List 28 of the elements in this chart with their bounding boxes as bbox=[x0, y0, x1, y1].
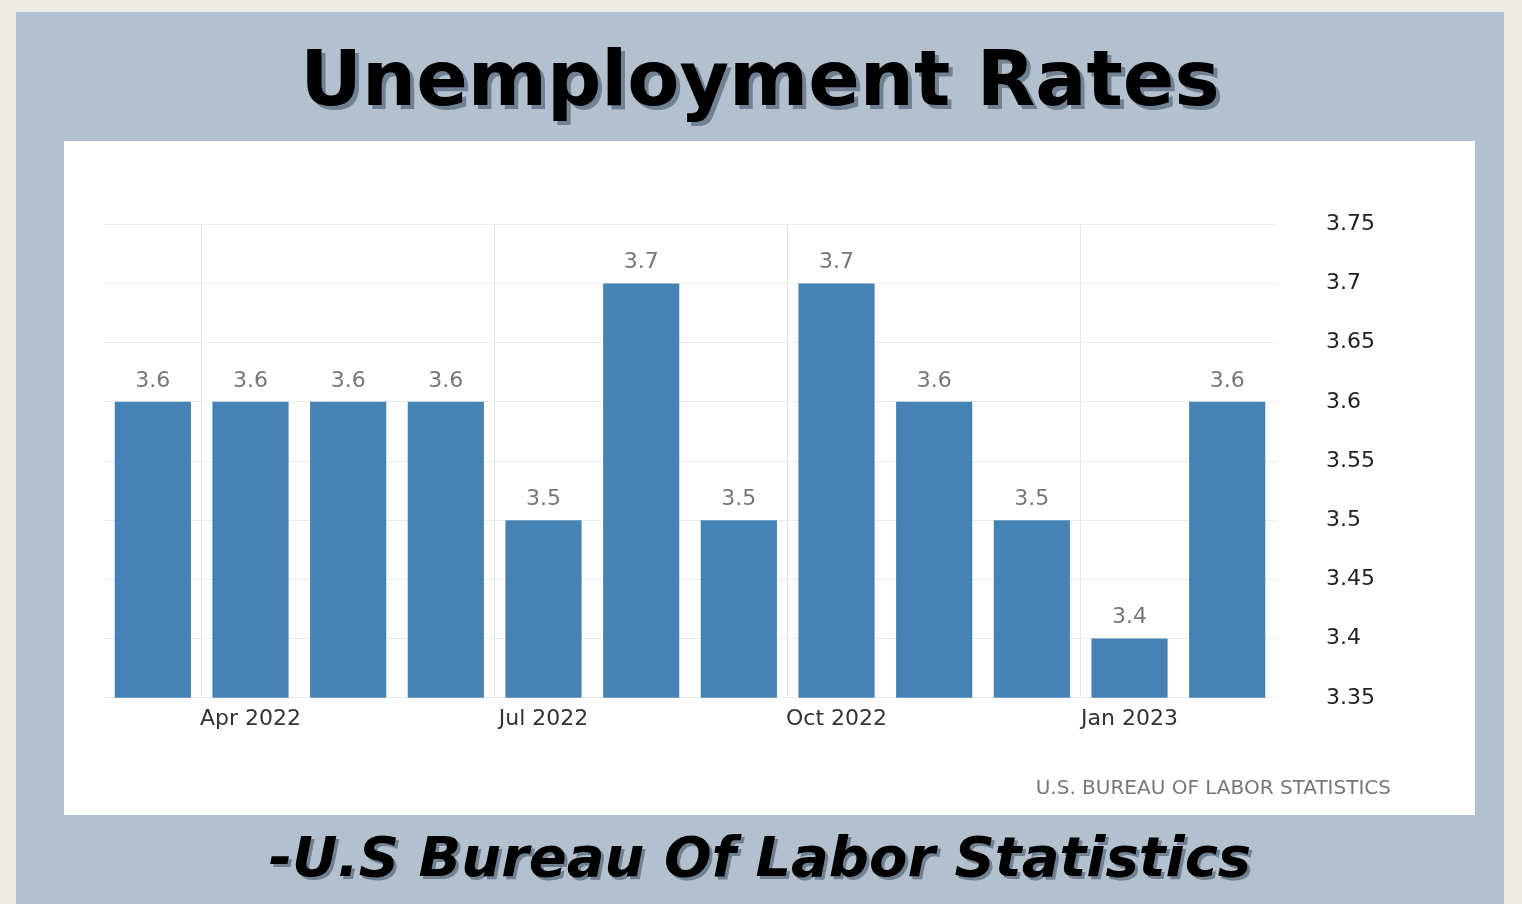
data-label: 3.7 bbox=[623, 248, 659, 274]
y-tick-label: 3.5 bbox=[1326, 505, 1362, 531]
x-tick-label: Jul 2022 bbox=[496, 704, 589, 730]
data-label: 3.5 bbox=[526, 484, 562, 510]
x-tick-label: Jan 2023 bbox=[1079, 704, 1178, 730]
x-tick-label: Apr 2022 bbox=[199, 704, 302, 730]
y-tick-label: 3.4 bbox=[1326, 624, 1362, 650]
y-tick-label: 3.75 bbox=[1326, 209, 1375, 235]
data-label: 3.5 bbox=[721, 484, 757, 510]
text: -U.S Bureau Of Labor Statistics bbox=[267, 824, 1253, 889]
data-label: 3.4 bbox=[1112, 603, 1148, 629]
data-label: 3.6 bbox=[135, 366, 171, 392]
y-tick-label: 3.55 bbox=[1326, 446, 1375, 472]
data-label: 3.7 bbox=[819, 248, 855, 274]
y-tick-label: 3.6 bbox=[1326, 387, 1362, 413]
data-label: 3.6 bbox=[233, 366, 268, 392]
data-label: 3.5 bbox=[1014, 484, 1050, 510]
data-label: 3.6 bbox=[916, 366, 952, 392]
data-label: 3.6 bbox=[330, 366, 366, 392]
y-tick-label: 3.45 bbox=[1326, 565, 1375, 591]
y-tick-label: 3.65 bbox=[1326, 328, 1375, 354]
y-tick-label: 3.7 bbox=[1326, 269, 1362, 295]
x-tick-label: Oct 2022 bbox=[785, 704, 888, 730]
text: U.S. BUREAU OF LABOR STATISTICS bbox=[1035, 775, 1391, 799]
y-tick-label: 3.35 bbox=[1326, 683, 1375, 709]
data-label: 3.6 bbox=[428, 366, 464, 392]
data-label: 3.6 bbox=[1209, 366, 1245, 392]
chart-title: Unemployment Rates bbox=[299, 34, 1221, 123]
